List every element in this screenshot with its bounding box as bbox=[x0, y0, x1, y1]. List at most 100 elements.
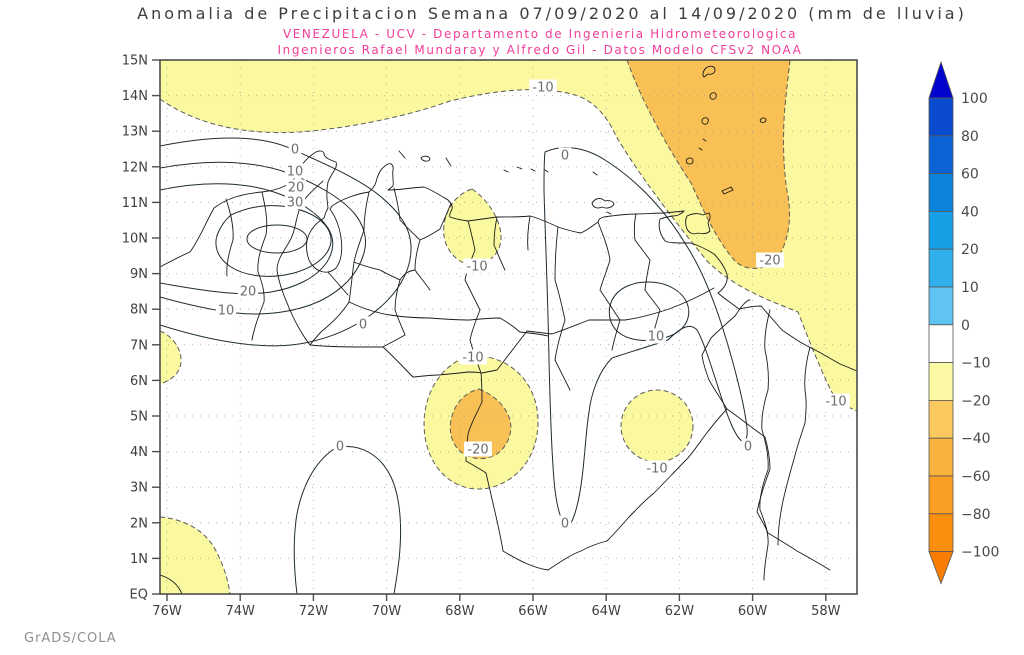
colorbar-segment bbox=[928, 97, 954, 137]
contour-label: 20 bbox=[240, 285, 257, 300]
contour-label-bg bbox=[645, 328, 667, 344]
contour-label-bg bbox=[463, 258, 491, 274]
colorbar-segment bbox=[928, 513, 954, 552]
state-borders bbox=[225, 187, 715, 391]
colorbar-tick-label: −100 bbox=[961, 545, 999, 561]
colorbar-segment bbox=[928, 475, 954, 515]
contour-label: 30 bbox=[287, 196, 304, 211]
grads-credit: GrADS/COLA bbox=[24, 631, 117, 646]
contour-label-bg bbox=[558, 147, 572, 163]
contour-label: 20 bbox=[288, 181, 305, 196]
lat-label: 13N bbox=[122, 125, 148, 140]
dotted-gridlines bbox=[160, 60, 857, 594]
colorbar-arrow-down bbox=[928, 551, 954, 585]
contour-label-bg bbox=[756, 252, 784, 268]
contour-bullseye-30 bbox=[215, 205, 332, 277]
contour-label: -20 bbox=[467, 443, 488, 458]
colorbar-tick-label: −60 bbox=[961, 469, 991, 485]
lon-label: 58W bbox=[811, 604, 841, 619]
colorbar-tick-label: −40 bbox=[961, 431, 991, 447]
colorbar-segment bbox=[928, 135, 954, 175]
contour-label-bg bbox=[529, 79, 557, 95]
islands bbox=[398, 65, 767, 235]
contour-label-bg bbox=[356, 316, 370, 332]
lon-label: 74W bbox=[225, 604, 255, 619]
contour-label: 0 bbox=[291, 143, 299, 158]
contour-label: 0 bbox=[336, 440, 344, 455]
lon-label: 66W bbox=[518, 604, 548, 619]
colorbar-segment bbox=[928, 248, 954, 288]
colorbar-tick-label: 20 bbox=[961, 242, 979, 258]
coastline bbox=[160, 150, 857, 372]
colorbar-tick-label: 10 bbox=[961, 280, 979, 296]
coastline-pacific-corner bbox=[160, 574, 183, 594]
lat-label: 8N bbox=[130, 303, 148, 318]
fill-negative-southwest-corner bbox=[160, 517, 230, 594]
contour-label-bg bbox=[284, 163, 306, 179]
colorbar-tick-label: 0 bbox=[961, 318, 970, 334]
lon-label: 76W bbox=[152, 604, 182, 619]
colorbar-segment bbox=[928, 173, 954, 212]
lat-label: 14N bbox=[122, 89, 148, 104]
lat-label: 12N bbox=[122, 160, 148, 175]
lat-label: 7N bbox=[130, 338, 148, 353]
lon-label: 62W bbox=[665, 604, 695, 619]
contour-label: -10 bbox=[462, 351, 483, 366]
lat-label: 11N bbox=[122, 196, 148, 211]
fill-negative-south-core bbox=[450, 389, 511, 459]
contour-label-bg bbox=[284, 194, 306, 210]
lat-label: 4N bbox=[130, 445, 148, 460]
lat-label: 5N bbox=[130, 410, 148, 425]
contour-label-bg bbox=[215, 302, 237, 318]
contour-label-bg bbox=[643, 460, 671, 476]
contour-label: 10 bbox=[218, 304, 235, 319]
contour-label: -10 bbox=[532, 81, 553, 96]
contour-label: -10 bbox=[646, 462, 667, 477]
colorbar-tick-label: 80 bbox=[961, 129, 979, 145]
colorbar-segment bbox=[928, 210, 954, 250]
contour-label-bg bbox=[822, 393, 850, 409]
contour-label-bg bbox=[285, 179, 307, 195]
contour-label-bg bbox=[459, 349, 487, 365]
contour-label: 0 bbox=[359, 318, 367, 333]
geography bbox=[160, 65, 857, 594]
contour-label-bg bbox=[237, 283, 259, 299]
contour-label-bg bbox=[464, 441, 492, 457]
fill-negative-antilles-core bbox=[627, 60, 790, 269]
colorbar-segment bbox=[928, 362, 954, 401]
fill-negative-east-spot bbox=[621, 390, 693, 462]
lat-label: 6N bbox=[130, 374, 148, 389]
colorbar-segment bbox=[928, 324, 954, 363]
lat-label: 10N bbox=[122, 232, 148, 247]
contour-label: 0 bbox=[561, 149, 569, 164]
contour-label: 10 bbox=[287, 165, 304, 180]
lat-label: 2N bbox=[130, 516, 148, 531]
contour-label: 0 bbox=[561, 517, 569, 532]
chart-title: Anomalia de Precipitacion Semana 07/09/2… bbox=[137, 4, 967, 23]
lon-label: 64W bbox=[591, 604, 621, 619]
contour-label: -20 bbox=[759, 254, 780, 269]
contour-label-bg bbox=[741, 438, 755, 454]
colorbar-tick-label: 60 bbox=[961, 167, 979, 183]
country-borders bbox=[276, 180, 831, 581]
map-frame bbox=[159, 59, 858, 595]
contour-label-bg bbox=[288, 141, 302, 157]
contour-label-bg bbox=[333, 438, 347, 454]
colorbar-arrow-up bbox=[928, 60, 954, 99]
colorbar-tick-label: −10 bbox=[961, 356, 991, 372]
colorbar-segment bbox=[928, 399, 954, 439]
chart-subtitle-authors: Ingenieros Rafael Mundaray y Alfredo Gil… bbox=[277, 43, 803, 57]
colorbar-segment bbox=[928, 286, 954, 326]
lon-label: 60W bbox=[738, 604, 768, 619]
colorbar-tick-label: −80 bbox=[961, 507, 991, 523]
contour-label: 10 bbox=[648, 330, 665, 345]
colorbar-tick-label: −20 bbox=[961, 393, 991, 409]
colorbar-tick-label: 40 bbox=[961, 204, 979, 220]
lon-label: 68W bbox=[445, 604, 475, 619]
lat-label: 9N bbox=[130, 267, 148, 282]
lat-label: 1N bbox=[130, 552, 148, 567]
colorbar-tick-label: 100 bbox=[961, 91, 988, 107]
